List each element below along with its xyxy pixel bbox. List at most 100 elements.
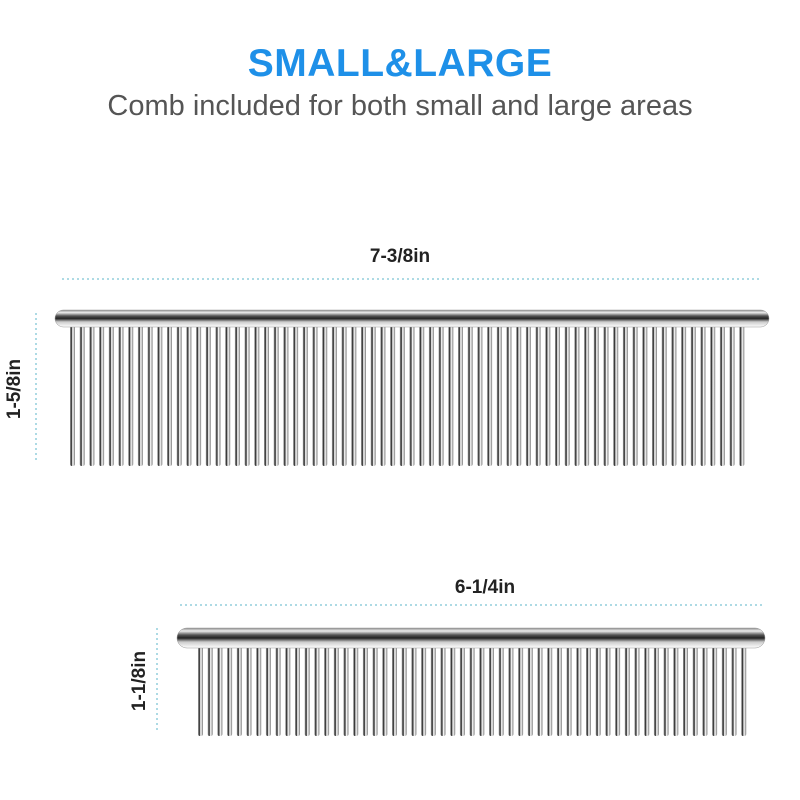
comb-tooth (411, 644, 417, 736)
comb-tooth (128, 322, 134, 466)
comb-tooth (537, 644, 543, 736)
headline: SMALL&LARGE (247, 42, 553, 85)
comb-tooth (673, 644, 679, 736)
comb-tooth (399, 322, 405, 466)
comb-tooth (225, 322, 231, 466)
comb-tooth (605, 644, 611, 736)
comb-tooth (137, 322, 143, 466)
comb-spine (54, 309, 770, 328)
comb-tooth (275, 644, 281, 736)
comb-tooth (545, 322, 551, 466)
comb-tooth (343, 644, 349, 736)
comb-tooth (712, 644, 718, 736)
comb-tooth (653, 644, 659, 736)
comb-tooth (731, 644, 737, 736)
comb-tooth (217, 644, 223, 736)
comb-tooth (527, 644, 533, 736)
comb-tooth (380, 322, 386, 466)
comb-tooth (634, 644, 640, 736)
comb-tooth (322, 322, 328, 466)
small-height-label: 1-1/8in (129, 650, 150, 712)
comb-tooth (506, 322, 512, 466)
comb-tooth (372, 644, 378, 736)
comb-tooth (236, 644, 242, 736)
subheadline: Comb included for both small and large a… (107, 90, 693, 122)
comb-tooth (642, 322, 648, 466)
comb-tooth (285, 644, 291, 736)
comb-tooth (331, 322, 337, 466)
comb-tooth (167, 322, 172, 466)
comb-tooth (547, 644, 553, 736)
comb-spine (176, 627, 766, 649)
comb-tooth (467, 322, 473, 466)
comb-tooth (256, 644, 262, 736)
comb-tooth (438, 322, 444, 466)
comb-tooth (351, 322, 357, 466)
comb-tooth (615, 644, 621, 736)
comb-tooth (419, 322, 425, 466)
small-comb (176, 627, 766, 736)
comb-tooth (477, 322, 483, 466)
comb-tooth (265, 644, 271, 736)
comb-tooth (421, 644, 427, 736)
comb-tooth (304, 644, 310, 736)
comb-tooth (428, 322, 434, 466)
comb-tooth (692, 644, 698, 736)
comb-tooth (382, 644, 388, 736)
large-comb (54, 309, 770, 466)
comb-tooth (70, 322, 75, 466)
comb-tooth (312, 322, 318, 466)
comb-tooth (448, 322, 454, 466)
comb-tooth (622, 322, 628, 466)
comb-tooth (700, 322, 706, 466)
comb-tooth (644, 644, 650, 736)
comb-tooth (663, 644, 669, 736)
comb-tooth (254, 322, 260, 466)
comb-tooth (683, 644, 688, 736)
comb-tooth (498, 644, 504, 736)
comb-tooth (729, 322, 735, 466)
comb-tooth (430, 644, 436, 736)
comb-tooth (401, 644, 407, 736)
comb-tooth (469, 644, 475, 736)
comb-tooth (198, 644, 203, 736)
comb-tooth (489, 644, 494, 736)
comb-tooth (603, 322, 609, 466)
comb-tooth (496, 322, 502, 466)
comb-tooth (273, 322, 279, 466)
comb-tooth (525, 322, 531, 466)
comb-tooth (99, 322, 105, 466)
comb-tooth (293, 322, 299, 466)
comb-tooth (556, 644, 562, 736)
comb-tooth (632, 322, 638, 466)
comb-tooth (613, 322, 619, 466)
comb-tooth (370, 322, 376, 466)
comb-tooth (584, 322, 590, 466)
comb-tooth (576, 644, 582, 736)
comb-tooth (244, 322, 250, 466)
comb-tooth (624, 644, 630, 736)
comb-tooth (721, 644, 727, 736)
comb-tooth (508, 644, 514, 736)
comb-tooth (741, 644, 747, 736)
comb-tooth (196, 322, 202, 466)
comb-tooth (702, 644, 708, 736)
comb-tooth (681, 322, 687, 466)
comb-tooth (246, 644, 252, 736)
comb-tooth (324, 644, 330, 736)
comb-tooth (566, 644, 572, 736)
comb-tooth (314, 644, 320, 736)
comb-tooth (516, 322, 522, 466)
comb-tooth (186, 322, 192, 466)
comb-tooth (264, 322, 269, 466)
comb-tooth (362, 644, 368, 736)
comb-tooth (390, 322, 396, 466)
large-height-label: 1-5/8in (4, 358, 25, 420)
comb-tooth (205, 322, 211, 466)
comb-tooth (341, 322, 347, 466)
large-length-label: 7-3/8in (369, 246, 431, 267)
comb-tooth (108, 322, 114, 466)
comb-tooth (409, 322, 415, 466)
comb-tooth (652, 322, 657, 466)
